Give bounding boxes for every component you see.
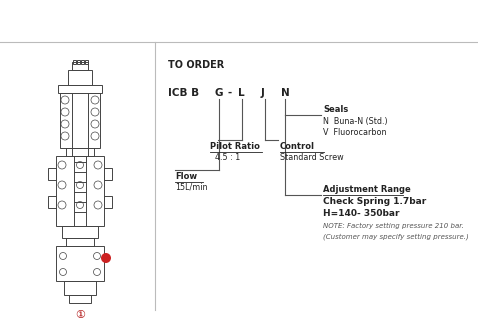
Text: TO ORDER: TO ORDER — [168, 60, 224, 70]
Text: Standard Screw: Standard Screw — [280, 153, 344, 162]
Bar — [58, 85, 102, 93]
Bar — [104, 168, 112, 180]
Text: Check Spring 1.7bar: Check Spring 1.7bar — [323, 197, 426, 206]
Text: N  Buna-N (Std.): N Buna-N (Std.) — [323, 117, 388, 126]
Text: (Customer may specify setting pressure.): (Customer may specify setting pressure.) — [323, 233, 469, 240]
Text: Adjustment Range: Adjustment Range — [323, 185, 411, 194]
Text: NOTE: Factory setting pressure 210 bar.: NOTE: Factory setting pressure 210 bar. — [323, 223, 464, 229]
Bar — [68, 70, 92, 85]
Text: J: J — [261, 88, 265, 98]
Text: Control: Control — [280, 142, 315, 151]
Bar — [62, 226, 98, 238]
Bar — [69, 295, 91, 303]
Bar — [77, 60, 80, 64]
Bar — [66, 238, 94, 246]
Text: G: G — [215, 88, 224, 98]
Text: ICB B: ICB B — [168, 88, 199, 98]
Bar — [56, 246, 104, 281]
Bar — [56, 156, 104, 226]
Text: N: N — [281, 88, 290, 98]
Bar — [64, 281, 96, 295]
Circle shape — [101, 253, 111, 263]
Text: 15L/min: 15L/min — [175, 183, 207, 192]
Text: L: L — [238, 88, 245, 98]
Bar — [48, 196, 56, 208]
Bar — [73, 60, 76, 64]
Text: Seals: Seals — [323, 105, 348, 114]
Bar — [48, 168, 56, 180]
Bar — [104, 196, 112, 208]
Bar — [72, 62, 88, 70]
Text: Pilot Ratio: Pilot Ratio — [210, 142, 260, 151]
Text: H=140- 350bar: H=140- 350bar — [323, 209, 400, 218]
Bar — [66, 148, 94, 156]
Text: Flow: Flow — [175, 172, 197, 181]
Bar — [81, 60, 84, 64]
Text: -: - — [228, 88, 232, 98]
Text: ①: ① — [75, 310, 85, 320]
Bar — [85, 60, 88, 64]
Bar — [60, 93, 100, 148]
Text: V  Fluorocarbon: V Fluorocarbon — [323, 128, 387, 137]
Text: 4.5 : 1: 4.5 : 1 — [215, 153, 240, 162]
